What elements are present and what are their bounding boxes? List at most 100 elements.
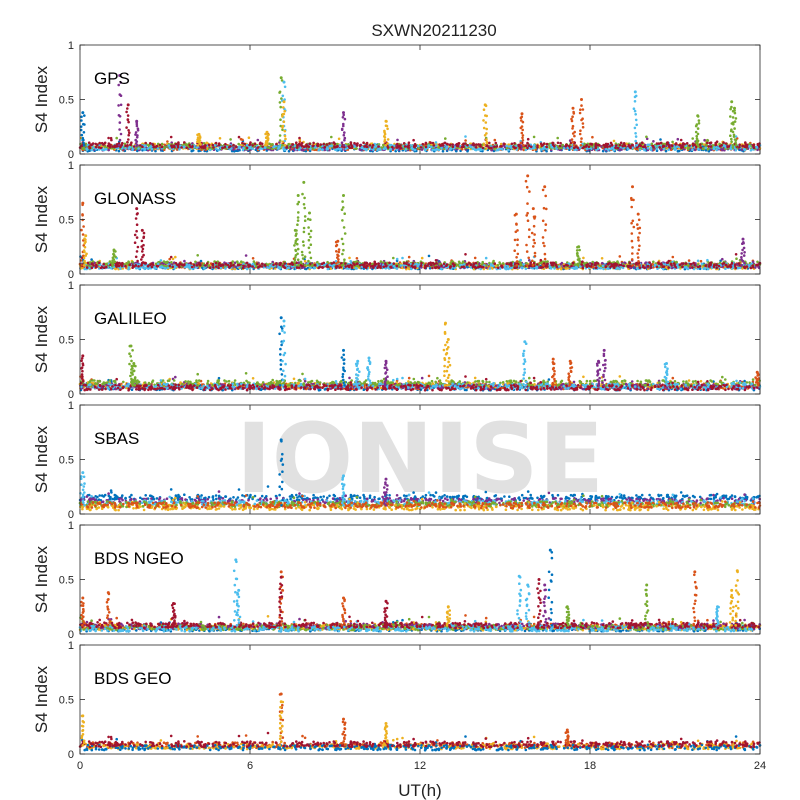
spike-point [384,144,388,147]
data-point [649,148,653,152]
data-point [196,254,199,257]
spike-point [283,129,287,133]
spike-point [82,141,85,145]
data-point [420,256,424,260]
data-point [640,141,644,144]
data-point [749,148,753,152]
data-point [677,149,681,153]
data-point [752,146,756,150]
spike-point [343,136,347,140]
data-point [559,262,563,266]
spike-point [482,119,485,122]
data-point [382,147,386,151]
data-point [355,147,358,150]
data-point [180,146,183,149]
spike-point [127,120,130,124]
spike-peak [730,100,734,104]
data-point [551,141,555,145]
spike-point [80,115,83,119]
data-point [585,143,588,147]
spike-point [632,107,636,110]
spike-point [483,144,486,147]
data-point [724,142,728,145]
data-point [553,144,556,148]
data-point [169,135,173,139]
data-point [407,255,411,259]
data-point [721,257,724,261]
spike-point [581,122,585,125]
spike-peak [384,119,388,123]
data-point [598,143,601,147]
data-point [601,261,604,265]
spike-point [729,134,732,137]
spike-point [634,118,638,122]
data-point [619,141,623,145]
data-point [508,145,511,148]
data-point [457,142,461,145]
data-point [177,142,180,146]
spike-point [581,125,585,129]
data-point [235,145,238,149]
data-point [330,144,334,147]
spike-point [579,144,583,147]
data-point [287,149,291,153]
spike-point [283,85,287,89]
data-point [154,145,158,148]
data-point [330,135,333,139]
data-point [107,142,111,145]
data-point [699,146,702,149]
data-point [495,145,499,148]
spike-point [696,132,700,136]
data-point [430,145,433,149]
data-point [94,145,98,149]
data-point [183,259,186,263]
data-point [335,148,338,152]
data-point [589,142,592,146]
data-point [704,149,708,152]
data-point [237,135,241,139]
spike-point [266,133,270,137]
data-point [645,135,648,139]
data-point [698,143,702,146]
spike-point [734,144,738,147]
data-point [715,148,718,152]
spike-point [117,114,121,117]
data-point [481,146,485,150]
spike-point [571,124,575,128]
spike-point [127,133,130,137]
y-axis-label: S4 Index [32,65,51,133]
data-point [485,144,489,148]
spike-point [571,127,574,130]
spike-point [343,131,346,134]
data-point [328,142,331,145]
spike-point [127,138,130,141]
data-point [211,143,215,147]
data-point [300,148,304,152]
data-point [307,145,311,148]
data-point [638,148,642,152]
data-point [91,142,95,145]
data-point [512,145,515,148]
data-point [297,261,301,264]
data-point [629,146,632,150]
spike-point [119,94,123,97]
data-point [431,141,435,145]
data-point [463,142,467,145]
data-point [197,149,201,152]
spike-point [341,116,345,119]
data-point [477,147,481,151]
data-point [431,148,434,152]
data-point [446,142,449,146]
spike-point [520,131,524,135]
data-point [323,145,327,149]
data-point [722,141,725,144]
data-point [239,137,243,141]
data-point [163,146,166,150]
data-point [263,146,267,149]
data-point [464,135,467,138]
spike-point [125,110,128,114]
data-point [550,145,553,149]
data-point [561,143,564,147]
data-point [676,137,680,141]
